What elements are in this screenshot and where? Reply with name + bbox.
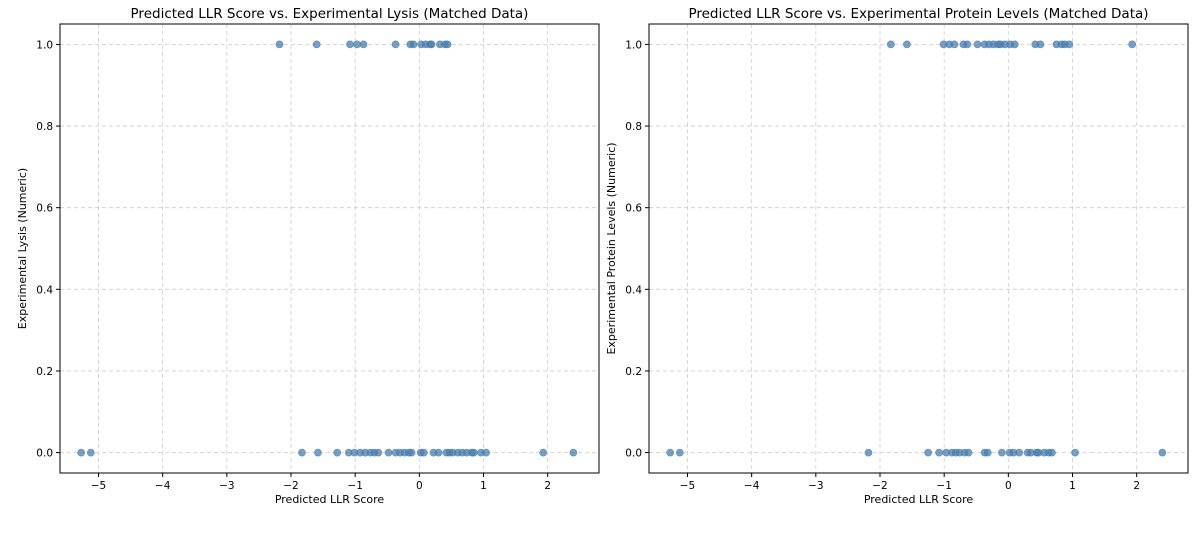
x-tick-label: −3 bbox=[808, 480, 823, 492]
scatter-point bbox=[1015, 448, 1024, 457]
scatter-point bbox=[384, 448, 393, 457]
x-tick-label: 1 bbox=[1069, 480, 1076, 492]
scatter-point bbox=[935, 448, 943, 457]
x-axis-label: Predicted LLR Score bbox=[864, 493, 974, 506]
scatter-point bbox=[1158, 448, 1167, 457]
scatter-point bbox=[298, 448, 306, 457]
scatter-point bbox=[539, 448, 548, 457]
scatter-point bbox=[312, 40, 321, 49]
chart-title: Predicted LLR Score vs. Experimental Lys… bbox=[131, 6, 529, 22]
scatter-point bbox=[333, 448, 342, 457]
scatter-point bbox=[950, 40, 959, 49]
gridlines bbox=[649, 24, 1188, 473]
scatter-point bbox=[973, 40, 982, 49]
y-tick-label: 0.8 bbox=[36, 121, 53, 133]
scatter-point bbox=[346, 40, 354, 49]
y-tick-label: 0.2 bbox=[36, 366, 53, 378]
y-tick-label: 0.0 bbox=[625, 448, 642, 460]
y-tick-label: 1.0 bbox=[36, 39, 53, 51]
scatter-point bbox=[903, 40, 911, 49]
scatter-point bbox=[864, 448, 873, 457]
plot-frame bbox=[648, 23, 1189, 474]
y-axis-label: Experimental Lysis (Numeric) bbox=[16, 168, 29, 329]
scatter-point bbox=[675, 448, 684, 457]
scatter-point bbox=[1048, 448, 1056, 457]
scatter-point bbox=[469, 448, 478, 457]
data-points bbox=[77, 40, 578, 457]
scatter-point bbox=[419, 448, 428, 457]
x-tick-label: −2 bbox=[872, 480, 887, 492]
y-tick-label: 1.0 bbox=[625, 39, 642, 51]
x-tick-label: −1 bbox=[347, 480, 362, 492]
scatter-point bbox=[86, 448, 95, 457]
scatter-point bbox=[1010, 40, 1019, 49]
scatter-point bbox=[275, 40, 284, 49]
scatter-point bbox=[434, 448, 443, 457]
y-tick-label: 0.4 bbox=[36, 284, 53, 296]
plot-frame bbox=[59, 23, 600, 474]
scatter-point bbox=[998, 448, 1006, 457]
scatter-point bbox=[391, 40, 400, 49]
scatter-point bbox=[924, 448, 933, 457]
scatter-point bbox=[1071, 448, 1079, 457]
scatter-point bbox=[314, 448, 322, 457]
scatter-point bbox=[983, 448, 992, 457]
x-tick-label: −4 bbox=[744, 480, 760, 492]
axis-ticks: −5 −4 −3 −2 −1 0 1 2 0.0 0.2 0.4 0.6 0.8 1.0 bbox=[625, 39, 1140, 492]
scatter-point bbox=[569, 448, 578, 457]
scatter-point bbox=[887, 40, 895, 49]
y-axis-label: Experimental Protein Levels (Numeric) bbox=[605, 142, 618, 354]
x-tick-label: −4 bbox=[155, 480, 171, 492]
x-tick-label: 0 bbox=[1005, 480, 1012, 492]
scatter-point bbox=[666, 448, 675, 457]
scatter-point bbox=[1128, 40, 1137, 49]
scatter-point bbox=[964, 448, 973, 457]
scatter-point bbox=[359, 40, 368, 49]
lysis-scatter-panel: Predicted LLR Score vs. Experimental Lys… bbox=[16, 6, 600, 506]
x-tick-label: −2 bbox=[283, 480, 298, 492]
y-tick-label: 0.2 bbox=[625, 366, 642, 378]
scatter-point bbox=[427, 40, 436, 49]
y-tick-label: 0.4 bbox=[625, 284, 642, 296]
x-tick-label: −1 bbox=[936, 480, 951, 492]
scatter-point bbox=[409, 40, 418, 49]
scatter-point bbox=[407, 448, 416, 457]
x-tick-label: 2 bbox=[544, 480, 551, 492]
data-points bbox=[666, 40, 1167, 457]
scatter-point bbox=[374, 448, 383, 457]
x-axis-label: Predicted LLR Score bbox=[275, 493, 385, 506]
x-tick-label: −5 bbox=[680, 480, 695, 492]
x-tick-label: 0 bbox=[416, 480, 423, 492]
x-tick-label: −5 bbox=[91, 480, 106, 492]
scatter-point bbox=[1036, 40, 1045, 49]
scatter-point bbox=[443, 40, 452, 49]
axis-ticks: −5 −4 −3 −2 −1 0 1 2 0.0 0.2 0.4 0.6 0.8 1.0 bbox=[36, 39, 551, 492]
protein-scatter-panel: Predicted LLR Score vs. Experimental Pro… bbox=[605, 6, 1189, 506]
scatter-point bbox=[77, 448, 86, 457]
x-tick-label: −3 bbox=[219, 480, 234, 492]
y-tick-label: 0.8 bbox=[625, 121, 642, 133]
y-tick-label: 0.6 bbox=[36, 203, 53, 215]
y-tick-label: 0.6 bbox=[625, 203, 642, 215]
gridlines bbox=[60, 24, 599, 473]
x-tick-label: 2 bbox=[1133, 480, 1140, 492]
chart-title: Predicted LLR Score vs. Experimental Pro… bbox=[688, 6, 1148, 22]
scatter-point bbox=[482, 448, 490, 457]
scatter-point bbox=[1065, 40, 1074, 49]
scatter-point bbox=[963, 40, 972, 49]
y-tick-label: 0.0 bbox=[36, 448, 53, 460]
x-tick-label: 1 bbox=[480, 480, 487, 492]
